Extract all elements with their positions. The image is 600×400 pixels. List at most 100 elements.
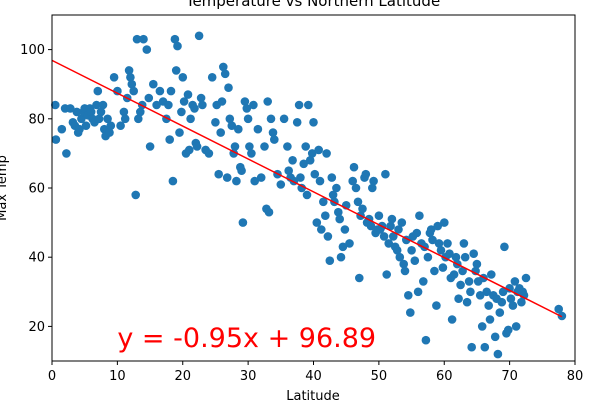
data-point: [77, 114, 86, 124]
data-point: [220, 69, 230, 79]
data-point: [96, 107, 106, 117]
data-point: [386, 221, 395, 231]
data-point: [66, 104, 75, 113]
x-tick-label: 0: [48, 369, 56, 384]
data-point: [171, 66, 181, 75]
data-point: [240, 97, 250, 106]
data-point: [51, 100, 60, 110]
data-point: [222, 173, 232, 182]
data-point: [484, 301, 494, 310]
data-point: [432, 301, 441, 310]
data-point: [506, 294, 516, 304]
data-point: [132, 34, 142, 44]
data-point: [166, 86, 176, 96]
data-point: [440, 218, 449, 227]
data-point: [379, 232, 389, 241]
data-point: [232, 176, 241, 186]
data-point: [177, 107, 186, 117]
data-point: [305, 156, 315, 165]
data-point: [454, 294, 463, 304]
data-point: [351, 183, 361, 193]
data-point: [505, 284, 514, 293]
x-tick-label: 70: [501, 369, 518, 384]
data-point: [113, 86, 122, 96]
data-point: [471, 266, 480, 276]
data-point: [126, 73, 135, 82]
data-point: [472, 259, 482, 269]
data-point: [369, 176, 378, 186]
data-point: [216, 128, 225, 137]
data-point: [94, 114, 104, 124]
regression-line: [51, 59, 563, 318]
data-point: [194, 31, 204, 41]
data-point: [242, 104, 252, 113]
data-point: [392, 246, 402, 255]
chart-title: Temperature vs Northern Latitude: [185, 0, 440, 10]
data-point: [459, 239, 469, 248]
data-point: [423, 252, 433, 262]
data-point: [447, 315, 457, 324]
data-point: [413, 287, 423, 297]
data-point: [487, 270, 496, 279]
y-tick-label: 80: [28, 112, 45, 127]
data-point: [238, 218, 248, 227]
data-point: [75, 124, 84, 134]
data-point: [554, 304, 563, 314]
points-layer: [51, 31, 567, 359]
data-point: [62, 149, 71, 158]
data-point: [105, 128, 114, 137]
data-point: [284, 166, 294, 175]
data-point: [426, 225, 436, 234]
data-point: [434, 239, 444, 248]
data-point: [134, 114, 143, 124]
data-point: [319, 197, 328, 207]
y-tick-label: 40: [28, 251, 45, 266]
data-point: [294, 100, 304, 110]
data-point: [247, 149, 256, 158]
data-point: [480, 342, 490, 352]
data-point: [106, 121, 116, 130]
data-point: [482, 287, 492, 297]
data-point: [498, 287, 508, 297]
data-point: [207, 73, 217, 82]
data-point: [81, 121, 91, 130]
data-point: [178, 73, 188, 82]
data-point: [230, 142, 240, 151]
data-point: [249, 100, 258, 110]
data-point: [98, 100, 108, 110]
data-point: [253, 124, 263, 134]
data-point: [127, 79, 137, 89]
data-point: [198, 100, 207, 110]
data-point: [310, 169, 320, 179]
data-point: [124, 66, 134, 75]
data-point: [145, 142, 155, 151]
data-point: [400, 266, 410, 276]
data-point: [217, 97, 227, 106]
data-point: [410, 256, 420, 266]
data-point: [165, 135, 174, 144]
data-point: [175, 128, 184, 137]
x-tick-label: 10: [109, 369, 126, 384]
data-point: [129, 86, 138, 96]
data-point: [495, 308, 505, 317]
data-point: [443, 239, 452, 248]
data-point: [260, 142, 269, 151]
data-point: [288, 156, 297, 165]
data-point: [504, 325, 513, 335]
data-point: [467, 342, 477, 352]
data-point: [477, 322, 487, 331]
data-point: [421, 335, 431, 345]
data-point: [397, 218, 407, 227]
data-point: [292, 118, 302, 127]
data-point: [323, 232, 333, 241]
y-axis-ticks: 20 40 60 80 100: [20, 43, 52, 335]
data-point: [192, 142, 202, 151]
data-point: [464, 277, 474, 286]
data-point: [460, 252, 470, 262]
data-point: [404, 291, 413, 300]
data-point: [173, 41, 182, 51]
x-tick-label: 50: [371, 369, 388, 384]
data-point: [314, 145, 324, 155]
data-point: [327, 173, 337, 182]
